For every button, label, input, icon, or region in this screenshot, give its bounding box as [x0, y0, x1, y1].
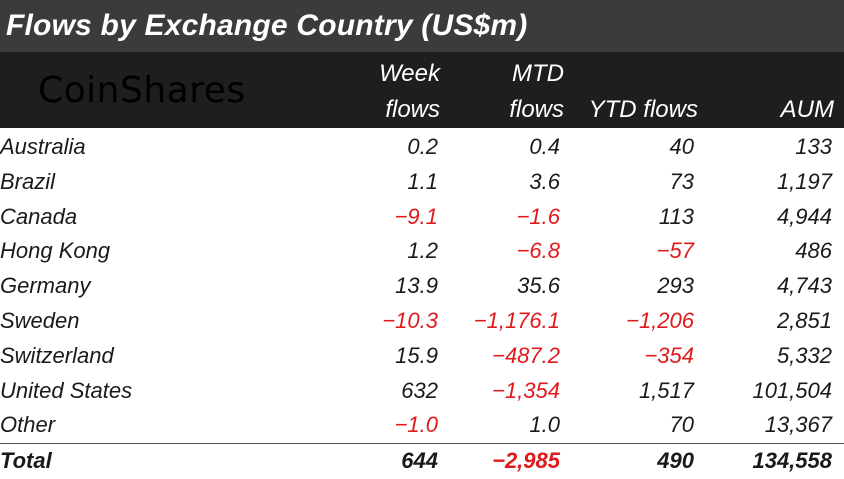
country-cell: Brazil	[0, 168, 56, 194]
aum-cell: 486	[795, 238, 832, 264]
week-cell: 632	[401, 377, 438, 403]
row-padding	[832, 234, 844, 269]
mtd-cell: 1.0	[529, 412, 560, 438]
row-padding	[832, 165, 844, 200]
ytd-cell: 293	[657, 273, 694, 299]
aum-header: AUM	[780, 96, 834, 123]
aum-cell: 5,332	[776, 342, 832, 368]
ytd-cell: −354	[644, 342, 694, 368]
country-cell: Other	[0, 412, 56, 438]
table-row: Brazil 1.1 3.6 73 1,197	[0, 165, 844, 200]
ytd-cell: 490	[560, 443, 694, 479]
row-padding	[832, 269, 844, 304]
aum-cell: 1,197	[776, 168, 832, 194]
week-cell: 644	[300, 443, 438, 479]
ytd-cell: −57	[656, 238, 694, 264]
total-label: Total	[0, 443, 300, 479]
week-header-line1: Week	[379, 60, 440, 87]
week-cell: −9.1	[394, 203, 438, 229]
row-padding	[832, 443, 844, 479]
mtd-cell: −487.2	[492, 342, 560, 368]
table-row: Australia 0.2 0.4 40 133	[0, 130, 844, 165]
country-cell: United States	[0, 377, 133, 403]
row-padding	[832, 408, 844, 443]
aum-cell: 2,851	[776, 307, 832, 333]
coinshares-logo: CoinShares	[38, 70, 246, 111]
mtd-cell: −1,176.1	[473, 307, 560, 333]
ytd-cell: 70	[669, 412, 694, 438]
table-row: Hong Kong 1.2 −6.8 −57 486	[0, 234, 844, 269]
table-row: Canada −9.1 −1.6 113 4,944	[0, 200, 844, 235]
table-row: United States 632 −1,354 1,517 101,504	[0, 374, 844, 409]
mtd-cell: −1,354	[492, 377, 560, 403]
row-padding	[832, 200, 844, 235]
week-cell: −1.0	[394, 412, 438, 438]
flows-table: Australia 0.2 0.4 40 133 Brazil 1.1 3.6 73 1,197 C…	[0, 130, 844, 479]
aum-cell: 13,367	[764, 412, 832, 438]
country-cell: Switzerland	[0, 342, 114, 368]
mtd-cell: −6.8	[516, 238, 560, 264]
week-cell: 13.9	[395, 273, 438, 299]
mtd-cell: −1.6	[516, 203, 560, 229]
table-row: Other −1.0 1.0 70 13,367	[0, 408, 844, 443]
week-cell: 1.1	[407, 168, 438, 194]
ytd-cell: 113	[658, 203, 694, 229]
row-padding	[832, 304, 844, 339]
table-row: Sweden −10.3 −1,176.1 −1,206 2,851	[0, 304, 844, 339]
mtd-cell: 3.6	[529, 168, 560, 194]
table-row: Switzerland 15.9 −487.2 −354 5,332	[0, 339, 844, 374]
row-padding	[832, 130, 844, 165]
table-title: Flows by Exchange Country (US$m)	[0, 0, 844, 52]
ytd-cell: 73	[669, 168, 694, 194]
mtd-header-line1: MTD	[512, 60, 564, 87]
mtd-cell: 0.4	[529, 134, 560, 159]
week-header-line2: flows	[385, 96, 440, 123]
aum-cell: 4,743	[776, 273, 832, 299]
mtd-header-line2: flows	[509, 96, 564, 123]
aum-cell: 134,558	[694, 443, 832, 479]
week-cell: 0.2	[407, 134, 438, 159]
ytd-header: YTD flows	[588, 96, 698, 123]
country-cell: Germany	[0, 273, 91, 299]
ytd-cell: −1,206	[626, 307, 694, 333]
ytd-cell: 1,517	[638, 377, 694, 403]
week-cell: 1.2	[407, 238, 438, 264]
country-cell: Hong Kong	[0, 238, 111, 264]
column-header-band: CoinShares Week flows MTD flows YTD flow…	[0, 52, 844, 128]
aum-cell: 101,504	[752, 377, 832, 403]
mtd-cell: −2,985	[438, 443, 560, 479]
total-row: Total 644 −2,985 490 134,558	[0, 443, 844, 479]
week-cell: −10.3	[382, 307, 438, 333]
country-cell: Canada	[0, 203, 78, 229]
table-row: Germany 13.9 35.6 293 4,743	[0, 269, 844, 304]
ytd-cell: 40	[669, 134, 694, 159]
country-cell: Sweden	[0, 307, 80, 333]
week-cell: 15.9	[395, 342, 438, 368]
country-cell: Australia	[0, 134, 86, 159]
aum-cell: 133	[795, 134, 832, 159]
mtd-cell: 35.6	[517, 273, 560, 299]
row-padding	[832, 374, 844, 409]
row-padding	[832, 339, 844, 374]
aum-cell: 4,944	[776, 203, 832, 229]
